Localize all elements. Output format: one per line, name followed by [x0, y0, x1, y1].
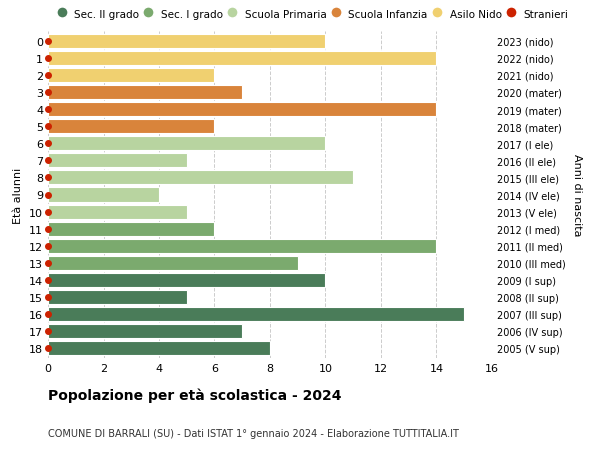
Bar: [48, 137, 325, 151]
Bar: [48, 222, 215, 236]
Bar: [48, 171, 353, 185]
Bar: [48, 188, 159, 202]
Bar: [48, 205, 187, 219]
Bar: [48, 239, 436, 253]
Bar: [48, 308, 464, 321]
Bar: [48, 51, 436, 66]
Bar: [48, 120, 215, 134]
Bar: [48, 86, 242, 100]
Legend: Sec. II grado, Sec. I grado, Scuola Primaria, Scuola Infanzia, Asilo Nido, Stran: Sec. II grado, Sec. I grado, Scuola Prim…: [53, 5, 572, 24]
Y-axis label: Anni di nascita: Anni di nascita: [572, 154, 582, 236]
Bar: [48, 341, 270, 356]
Text: Popolazione per età scolastica - 2024: Popolazione per età scolastica - 2024: [48, 388, 341, 403]
Bar: [48, 103, 436, 117]
Bar: [48, 154, 187, 168]
Y-axis label: Età alunni: Età alunni: [13, 167, 23, 223]
Bar: [48, 256, 298, 270]
Bar: [48, 325, 242, 339]
Bar: [48, 34, 325, 49]
Text: COMUNE DI BARRALI (SU) - Dati ISTAT 1° gennaio 2024 - Elaborazione TUTTITALIA.IT: COMUNE DI BARRALI (SU) - Dati ISTAT 1° g…: [48, 428, 459, 438]
Bar: [48, 291, 187, 304]
Bar: [48, 274, 325, 287]
Bar: [48, 69, 215, 83]
